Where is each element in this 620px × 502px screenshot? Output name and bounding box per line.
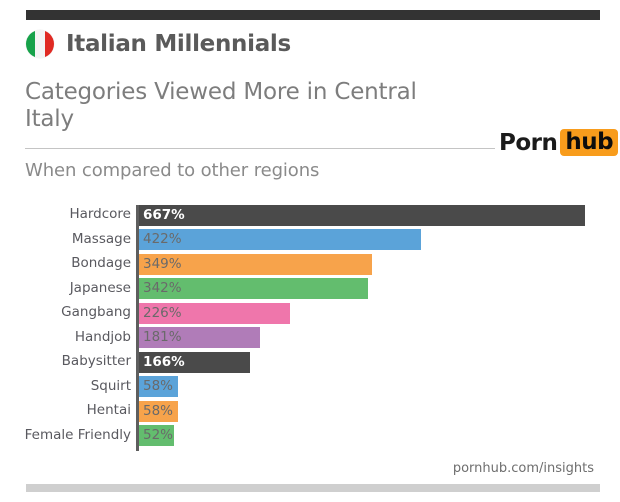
category-label: Squirt (90, 377, 131, 394)
logo-text-hub: hub (560, 129, 619, 156)
category-label: Japanese (69, 279, 131, 296)
bar-value-label: 667% (143, 206, 185, 223)
italian-flag-icon (26, 30, 54, 58)
header-title: Italian Millennials (66, 31, 291, 57)
bar: 667% (139, 204, 585, 226)
bar: 342% (139, 278, 368, 299)
bottom-rule (26, 484, 600, 492)
header: Italian Millennials (26, 28, 291, 60)
bar-value-label: 58% (143, 402, 174, 419)
bar-value-label: 342% (143, 280, 182, 296)
chart-row: Massage 422% (0, 228, 620, 253)
page-title: Categories Viewed More in Central Italy (25, 79, 417, 132)
bar-value-label: 422% (143, 231, 182, 247)
chart-row: Handjob 181% (0, 326, 620, 351)
pornhub-logo: Porn hub (499, 129, 619, 156)
chart-row: Gangbang 226% (0, 301, 620, 326)
category-label: Babysitter (61, 353, 131, 369)
bar: 58% (139, 376, 178, 397)
bar-value-label: 58% (143, 378, 174, 394)
bar-value-label: 52% (143, 427, 174, 443)
bar: 58% (139, 400, 178, 422)
bar: 422% (139, 229, 422, 250)
category-label: Bondage (71, 255, 131, 271)
chart-row: Bondage 349% (0, 252, 620, 277)
logo-text-porn: Porn (499, 129, 558, 156)
y-axis-line (136, 205, 139, 451)
bar: 166% (139, 351, 250, 373)
bar-value-label: 226% (143, 304, 182, 321)
category-label: Hentai (86, 402, 131, 418)
bar: 181% (139, 327, 261, 348)
chart-subtitle: When compared to other regions (25, 160, 320, 181)
footer-url: pornhub.com/insights (452, 461, 594, 476)
bar: 349% (139, 253, 373, 275)
bar-value-label: 166% (143, 353, 185, 370)
chart-row: Squirt 58% (0, 375, 620, 400)
top-rule (26, 10, 600, 20)
category-label: Gangbang (61, 304, 131, 320)
bar-value-label: 181% (143, 329, 182, 345)
category-label: Handjob (74, 328, 131, 345)
title-divider (25, 148, 495, 149)
chart-row: Female Friendly 52% (0, 424, 620, 449)
chart-row: Hentai 58% (0, 399, 620, 424)
bar-chart: Hardcore 667% Massage 422% Bondage 349% Japane… (0, 203, 620, 453)
bar-value-label: 349% (143, 255, 182, 272)
bar: 226% (139, 302, 291, 324)
chart-row: Babysitter 166% (0, 350, 620, 375)
category-label: Massage (71, 230, 131, 247)
category-label: Female Friendly (24, 426, 131, 443)
bar: 52% (139, 425, 174, 446)
chart-row: Japanese 342% (0, 277, 620, 302)
category-label: Hardcore (69, 206, 131, 222)
chart-row: Hardcore 667% (0, 203, 620, 228)
